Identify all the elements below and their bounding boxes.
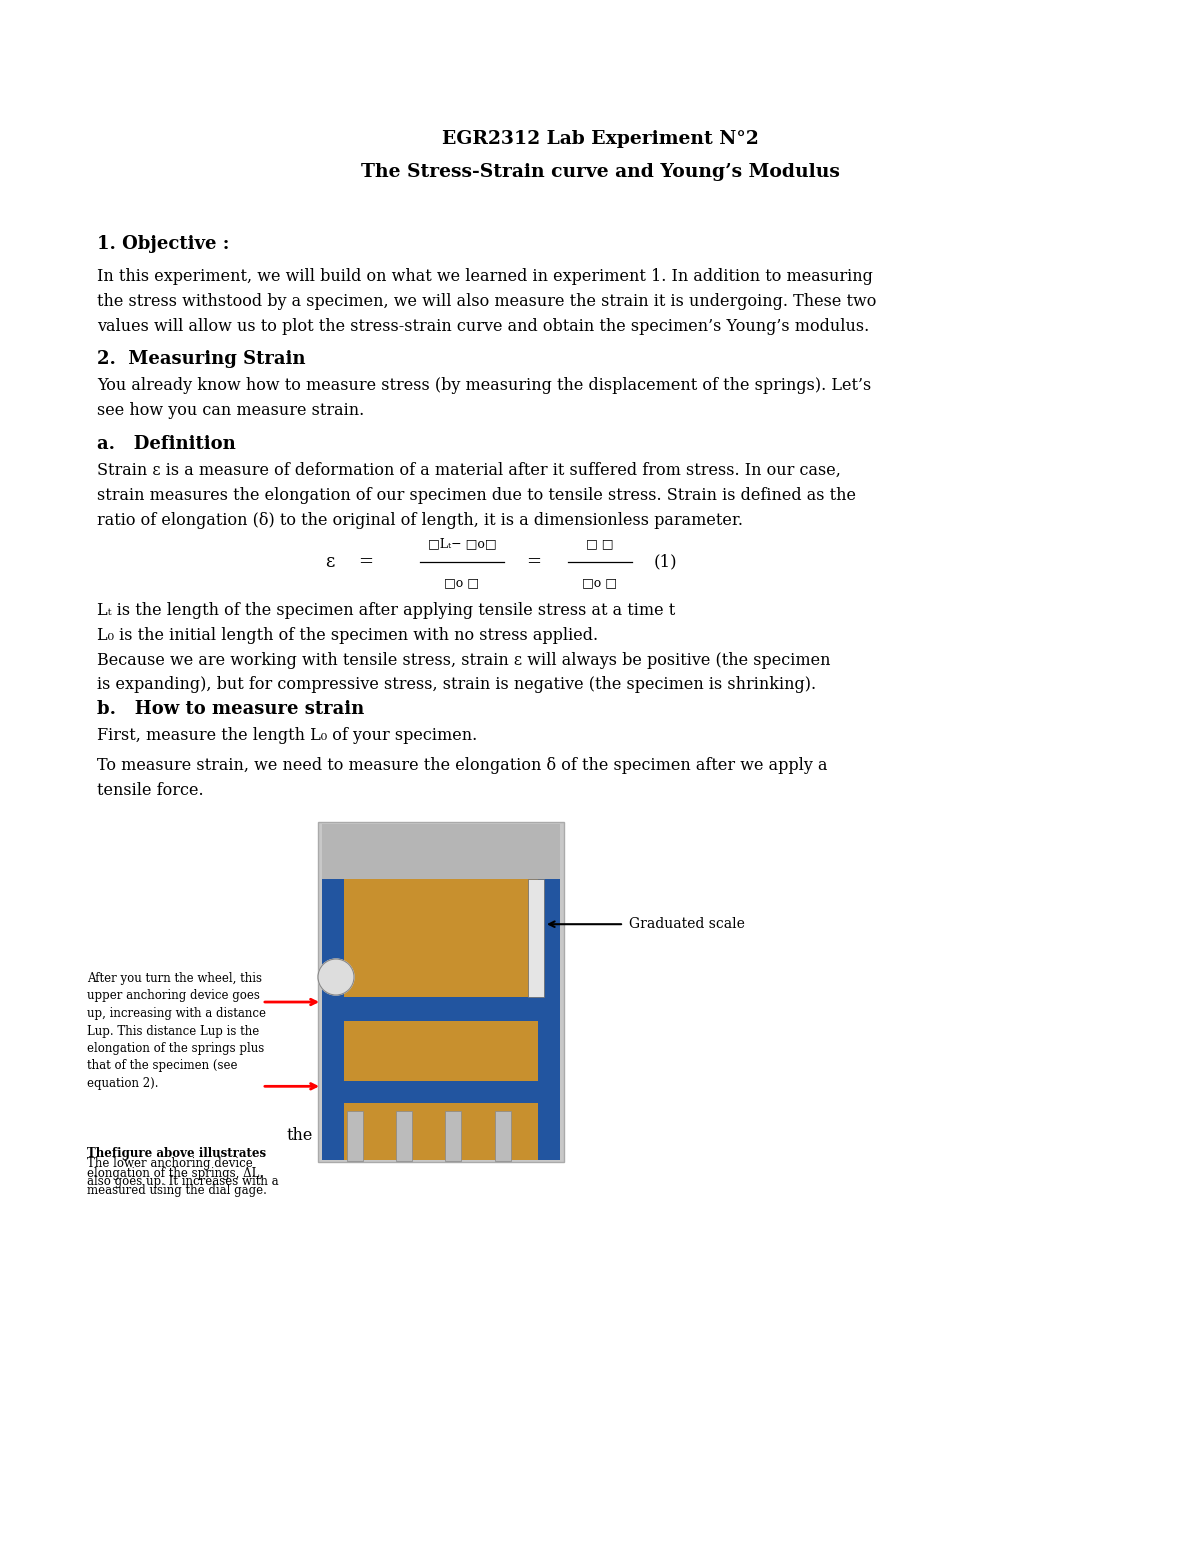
Text: measured using the dial gage.: measured using the dial gage. <box>88 1183 266 1197</box>
Bar <box>344 879 538 1160</box>
Text: EGR2312 Lab Experiment N°2: EGR2312 Lab Experiment N°2 <box>442 130 758 148</box>
Text: Lₜ is the length of the specimen after applying tensile stress at a time t
L₀ is: Lₜ is the length of the specimen after a… <box>97 603 830 693</box>
Text: □o □: □o □ <box>444 576 480 589</box>
Bar <box>322 997 560 1020</box>
Text: Graduated scale: Graduated scale <box>629 918 745 932</box>
Text: elongation of the springs, ΔL,: elongation of the springs, ΔL, <box>88 1166 263 1180</box>
Text: The lower anchoring device
also goes up. It increases with a: The lower anchoring device also goes up.… <box>88 1157 278 1188</box>
Text: To measure strain, we need to measure the elongation δ of the specimen after we : To measure strain, we need to measure th… <box>97 756 828 798</box>
Text: =: = <box>359 553 373 572</box>
Bar <box>538 879 560 1160</box>
Text: ε: ε <box>325 553 335 572</box>
Bar <box>318 822 564 1162</box>
Bar <box>494 1112 510 1162</box>
Text: 2.  Measuring Strain: 2. Measuring Strain <box>97 349 306 368</box>
Text: In this experiment, we will build on what we learned in experiment 1. In additio: In this experiment, we will build on wha… <box>97 269 876 334</box>
Bar <box>445 1112 461 1162</box>
Text: You already know how to measure stress (by measuring the displacement of the spr: You already know how to measure stress (… <box>97 377 871 419</box>
Text: 1. Objective :: 1. Objective : <box>97 235 229 253</box>
Text: =: = <box>527 553 541 572</box>
Text: □Lₜ− □o□: □Lₜ− □o□ <box>427 537 497 550</box>
Text: After you turn the wheel, this
upper anchoring device goes
up, increasing with a: After you turn the wheel, this upper anc… <box>88 972 266 1090</box>
Text: Thefigure above illustrates: Thefigure above illustrates <box>88 1148 266 1160</box>
Bar <box>322 1081 560 1103</box>
Bar <box>322 825 560 879</box>
Circle shape <box>318 960 354 995</box>
Text: The Stress-Strain curve and Young’s Modulus: The Stress-Strain curve and Young’s Modu… <box>360 163 840 182</box>
Text: □o □: □o □ <box>582 576 618 589</box>
Bar <box>528 879 544 997</box>
Bar <box>347 1112 362 1162</box>
Text: b.   How to measure strain: b. How to measure strain <box>97 700 365 717</box>
Text: First, measure the length L₀ of your specimen.: First, measure the length L₀ of your spe… <box>97 727 478 744</box>
Text: a.   Definition: a. Definition <box>97 435 235 453</box>
Text: (1): (1) <box>654 553 678 570</box>
Bar <box>396 1112 412 1162</box>
Bar <box>322 879 344 1160</box>
Text: the: the <box>287 1127 313 1145</box>
Text: Strain ε is a measure of deformation of a material after it suffered from stress: Strain ε is a measure of deformation of … <box>97 461 856 528</box>
Text: □ □: □ □ <box>587 537 613 550</box>
Text: following equation: following equation <box>388 1132 532 1146</box>
